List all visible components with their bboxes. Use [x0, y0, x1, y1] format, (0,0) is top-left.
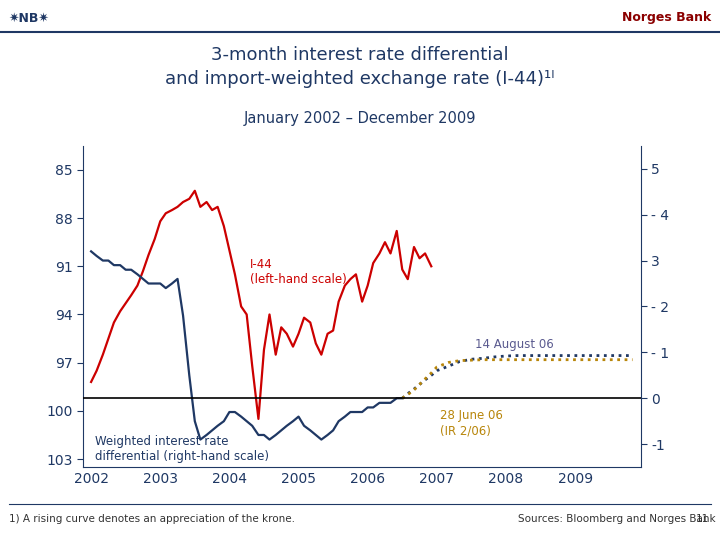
Text: 11: 11 — [696, 514, 709, 524]
Text: 14 August 06: 14 August 06 — [475, 338, 554, 350]
Text: ✷NB✷: ✷NB✷ — [9, 11, 50, 24]
Text: Weighted interest rate
differential (right-hand scale): Weighted interest rate differential (rig… — [94, 435, 269, 463]
Text: Sources: Bloomberg and Norges Bank: Sources: Bloomberg and Norges Bank — [518, 514, 716, 524]
Text: 3-month interest rate differential
and import-weighted exchange rate (I-44)¹ˡ: 3-month interest rate differential and i… — [166, 46, 554, 88]
Text: I-44
(left-hand scale): I-44 (left-hand scale) — [250, 258, 347, 286]
Text: 1) A rising curve denotes an appreciation of the krone.: 1) A rising curve denotes an appreciatio… — [9, 514, 294, 524]
Text: 28 June 06
(IR 2/06): 28 June 06 (IR 2/06) — [440, 409, 503, 437]
Text: January 2002 – December 2009: January 2002 – December 2009 — [244, 111, 476, 126]
Text: Norges Bank: Norges Bank — [622, 11, 711, 24]
